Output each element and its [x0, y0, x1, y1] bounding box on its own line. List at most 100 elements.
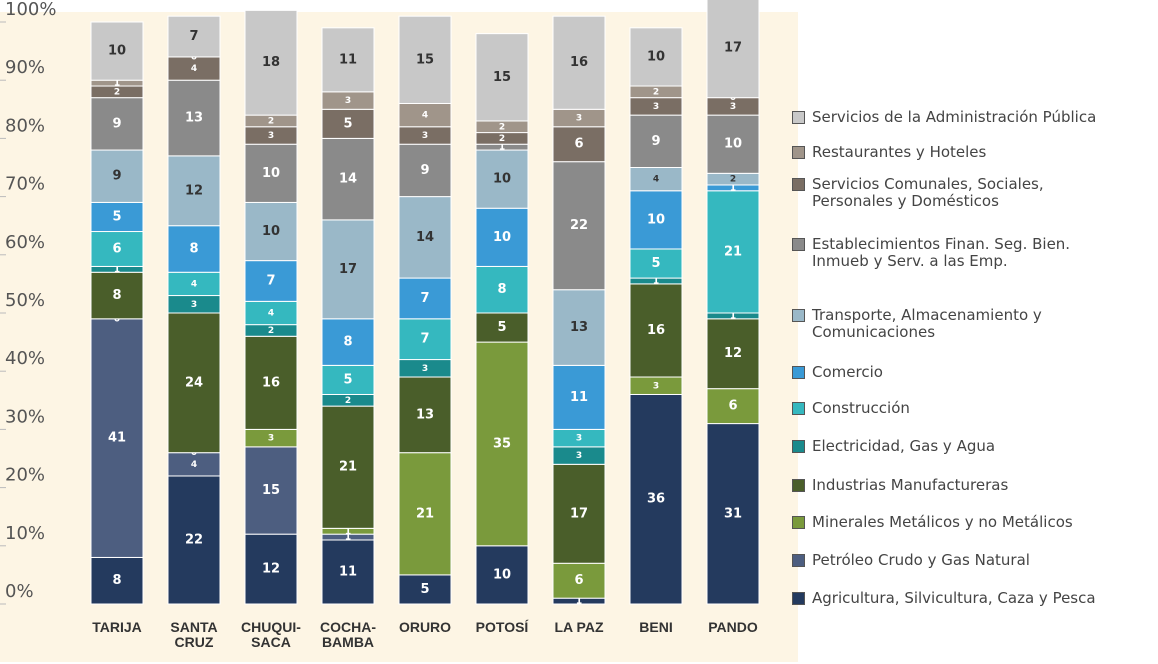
- bar-segment: [475, 265, 529, 314]
- data-label: 3: [268, 434, 274, 444]
- legend-swatch: [792, 146, 805, 159]
- bar-segment: [629, 393, 683, 605]
- data-label: 14: [416, 230, 434, 245]
- data-label: 9: [420, 163, 429, 178]
- legend-swatch: [792, 592, 805, 605]
- bar-segment: [629, 27, 683, 87]
- data-label: 22: [570, 218, 588, 233]
- legend-swatch: [792, 238, 805, 251]
- x-tick-label: POTOSÍ: [475, 619, 529, 635]
- bar-segment: [552, 364, 606, 430]
- bar-segment: [706, 114, 760, 174]
- data-label: 3: [576, 434, 582, 444]
- data-label: 1: [345, 527, 351, 537]
- data-label: 6: [728, 399, 737, 414]
- bar-segment: [475, 545, 529, 605]
- legend-swatch: [792, 554, 805, 567]
- bar-segment: [552, 562, 606, 599]
- bar-segment: [552, 161, 606, 291]
- bar-segment: [90, 97, 144, 151]
- data-label: 1: [114, 79, 120, 89]
- bar-segment: [167, 79, 221, 157]
- data-label: 1: [576, 597, 582, 607]
- data-label: 3: [422, 131, 428, 141]
- bar-segment: [244, 143, 298, 203]
- bar-segment: [90, 271, 144, 320]
- data-label: 15: [416, 52, 434, 67]
- data-label: 2: [499, 134, 505, 144]
- y-tick-label: 20%: [5, 465, 45, 486]
- data-label: 1: [499, 143, 505, 153]
- bar-segment: [398, 452, 452, 576]
- bar-segment: [398, 15, 452, 104]
- data-label: 1: [114, 265, 120, 275]
- data-label: 10: [493, 230, 511, 245]
- data-label: 10: [493, 567, 511, 582]
- data-label: 7: [266, 273, 275, 288]
- data-label: 3: [576, 114, 582, 124]
- legend-label: Electricidad, Gas y Agua: [812, 437, 996, 455]
- data-label: 4: [268, 309, 274, 319]
- data-label: 3: [191, 300, 197, 310]
- data-label: 17: [339, 262, 357, 277]
- data-label: 10: [724, 137, 742, 152]
- data-label: 13: [185, 111, 203, 126]
- y-tick-label: 30%: [5, 406, 45, 427]
- data-label: 15: [262, 483, 280, 498]
- legend-label: Establecimientos Finan. Seg. Bien. Inmue…: [812, 235, 1071, 270]
- data-label: 5: [497, 320, 506, 335]
- data-label: 14: [339, 172, 357, 187]
- bar-segment: [398, 574, 452, 605]
- bar-segment: [706, 423, 760, 605]
- legend-swatch: [792, 309, 805, 322]
- bar-segment: [321, 137, 375, 221]
- x-tick-label: ORURO: [398, 619, 452, 635]
- data-label: 4: [422, 111, 428, 121]
- data-label: 10: [262, 166, 280, 181]
- data-label: 2: [499, 122, 505, 132]
- y-tick-label: 80%: [5, 115, 45, 136]
- data-label: 6: [574, 137, 583, 152]
- data-label: 2: [268, 326, 274, 336]
- y-tick-label: 90%: [5, 57, 45, 78]
- bar-segment: [321, 318, 375, 366]
- data-label: 31: [724, 506, 742, 521]
- data-label: 5: [343, 372, 352, 387]
- data-label: 1: [653, 276, 659, 286]
- data-label: 35: [493, 436, 511, 451]
- data-label: 2: [268, 116, 274, 126]
- legend-label: Petróleo Crudo y Gas Natural: [812, 551, 1030, 569]
- data-label: 15: [493, 70, 511, 85]
- bar-segment: [398, 318, 452, 361]
- y-tick-label: 40%: [5, 348, 45, 369]
- data-label: 11: [339, 564, 357, 579]
- data-label: 10: [647, 49, 665, 64]
- data-label: 5: [112, 209, 121, 224]
- bar-segment: [475, 149, 529, 209]
- bar-segment: [244, 335, 298, 430]
- data-label: 2: [345, 396, 351, 406]
- data-label: 18: [262, 55, 280, 70]
- bar-segment: [244, 9, 298, 116]
- data-label: 6: [112, 241, 121, 256]
- bar-segment: [167, 475, 221, 605]
- data-label: 8: [189, 241, 198, 256]
- data-label: 16: [570, 55, 588, 70]
- bar-segment: [629, 190, 683, 250]
- data-label: 1: [730, 183, 736, 193]
- data-label: 8: [343, 335, 352, 350]
- bar-segment: [167, 225, 221, 273]
- bar-segment: [90, 149, 144, 203]
- y-tick-label: 70%: [5, 174, 45, 195]
- data-label: 11: [570, 390, 588, 405]
- bar-segment: [90, 231, 144, 267]
- data-label: 12: [724, 346, 742, 361]
- bar-segment: [706, 318, 760, 390]
- bar-segment: [706, 388, 760, 425]
- legend-label: Servicios de la Administración Pública: [812, 108, 1097, 126]
- legend-label: Industrias Manufactureras: [812, 476, 1009, 494]
- data-label: 1: [730, 311, 736, 321]
- bar-segment: [244, 446, 298, 535]
- legend-swatch: [792, 111, 805, 124]
